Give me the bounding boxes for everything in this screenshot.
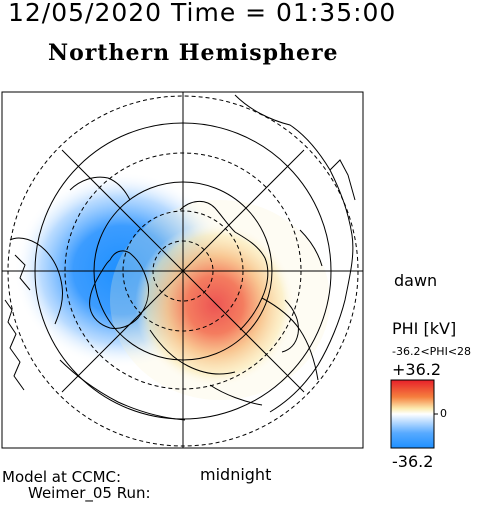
footer-run-label: Weimer_05 Run: — [28, 484, 151, 502]
colorbar-mid-label: 0 — [440, 407, 447, 420]
colorbar-range: -36.2<PHI<28 — [392, 345, 472, 358]
coastline — [9, 176, 131, 325]
coastline — [4, 299, 25, 391]
colorbar-max-label: +36.2 — [392, 360, 442, 379]
colorbar — [390, 379, 435, 449]
coastline — [281, 229, 323, 353]
coastline — [179, 201, 319, 381]
hemisphere-title: Northern Hemisphere — [48, 40, 339, 66]
midnight-label: midnight — [200, 465, 272, 484]
colorbar-title: PHI [kV] — [392, 319, 457, 338]
dawn-label: dawn — [394, 271, 438, 290]
footer-model-label: Model at CCMC: — [2, 468, 122, 486]
positive-potential-cell — [135, 223, 295, 387]
meridian-line — [61, 149, 305, 393]
coastline — [59, 329, 263, 421]
coastline — [89, 250, 149, 329]
colorbar-min-label: -36.2 — [392, 452, 434, 471]
coastline — [234, 94, 356, 413]
datetime-title: 12/05/2020 Time = 01:35:00 — [8, 0, 397, 27]
